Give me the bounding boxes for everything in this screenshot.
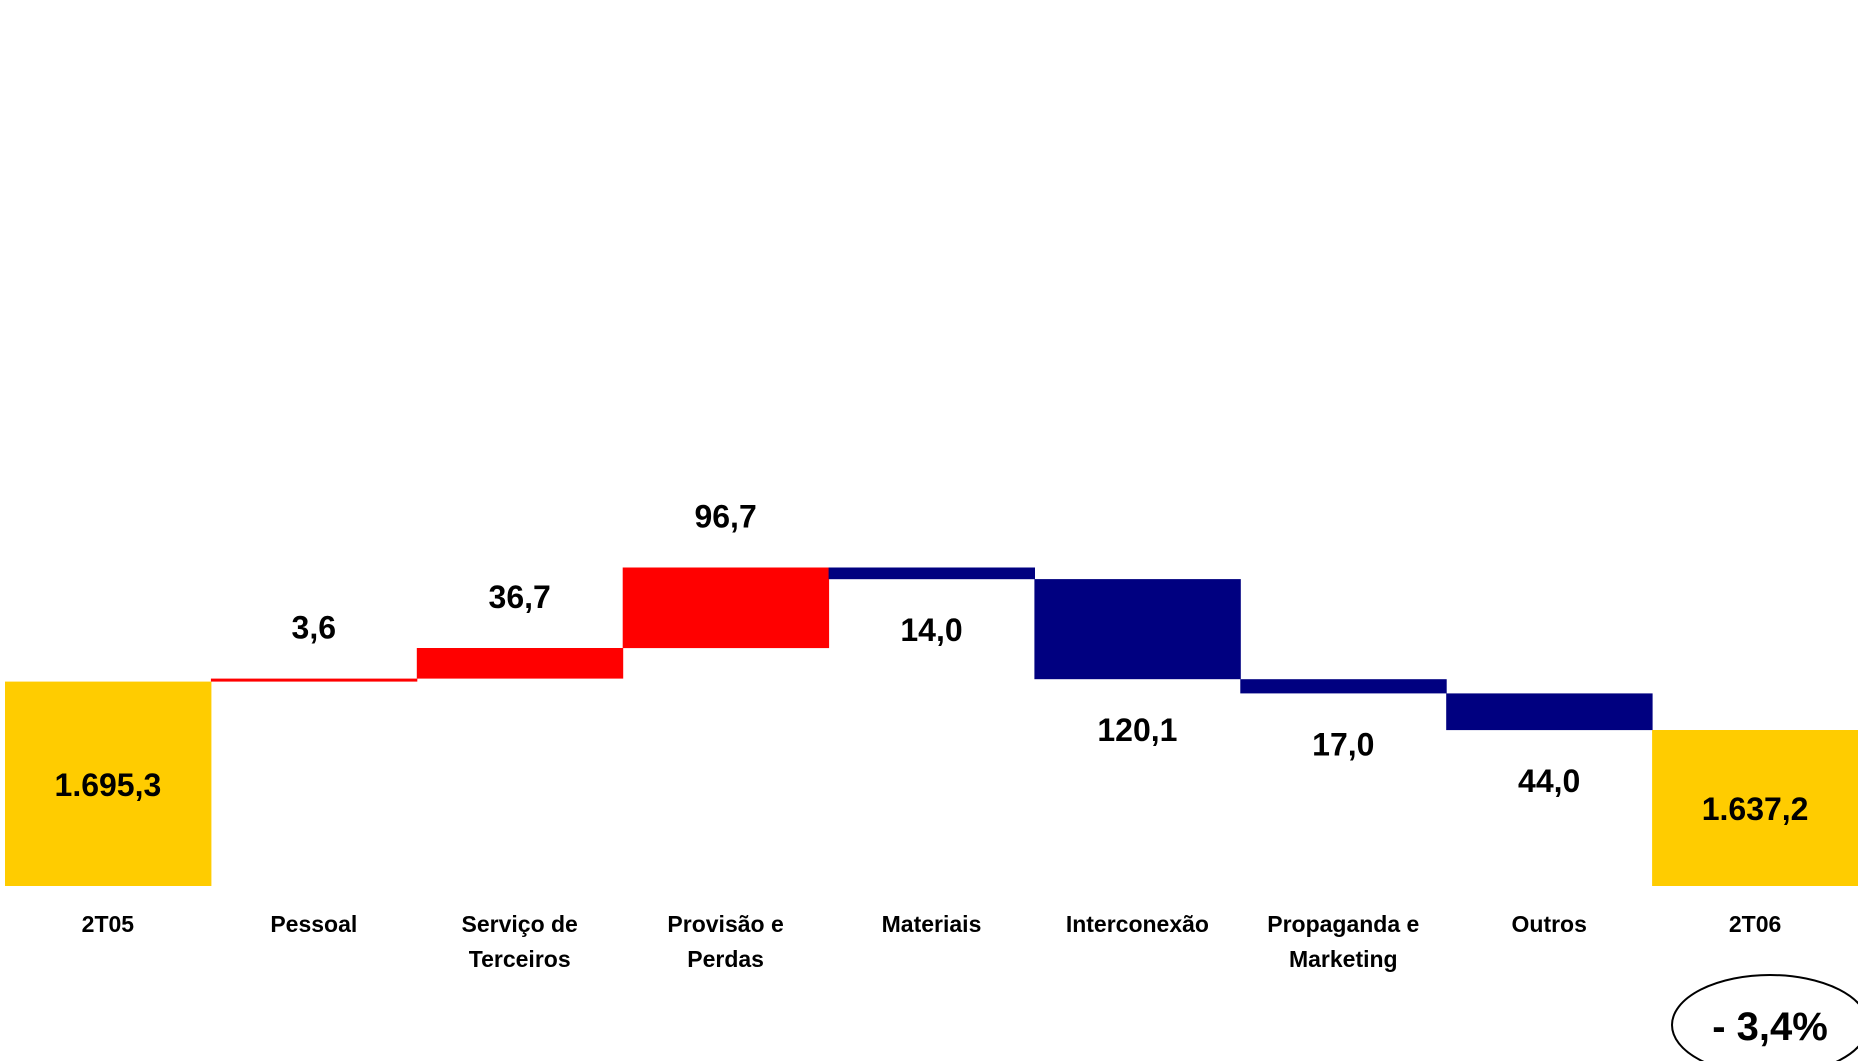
category-label-2: Pessoal [270, 911, 357, 937]
value-labels-group: 1.695,3 3,6 36,7 96,7 14,0 120,1 17,0 44,0 1.637… [55, 499, 1809, 828]
category-label-4-line-2: Perdas [687, 946, 764, 972]
value-label-6: 120,1 [1097, 712, 1177, 748]
annotation-ellipse [1671, 974, 1858, 1061]
bar-8 [1446, 693, 1653, 731]
category-label-9: 2T06 [1729, 911, 1781, 937]
category-label-4-line-1: Provisão e [667, 911, 783, 937]
value-label-7: 17,0 [1312, 726, 1374, 762]
bar-3 [416, 648, 624, 679]
bars-group [5, 567, 1858, 886]
category-label-8: Outros [1512, 911, 1587, 937]
category-label-7-line-2: Marketing [1289, 946, 1398, 972]
bar-1 [5, 681, 212, 886]
category-label-3-line-1: Serviço de [462, 911, 578, 937]
value-label-3: 36,7 [489, 579, 551, 615]
bar-5 [828, 567, 1035, 580]
value-label-9: 1.637,2 [1702, 791, 1809, 827]
value-label-2: 3,6 [292, 610, 336, 646]
category-labels-group: 2T05 Pessoal Serviço de Terceiros Provisão e… [82, 911, 1782, 972]
value-label-1: 1.695,3 [55, 767, 162, 803]
bar-6 [1034, 579, 1241, 680]
value-label-4: 96,7 [694, 499, 756, 535]
percent-change-label: - 3,4% [1712, 1005, 1828, 1049]
category-label-7-line-1: Propaganda e [1267, 911, 1419, 937]
value-label-5: 14,0 [900, 612, 962, 648]
value-label-8: 44,0 [1518, 763, 1580, 799]
bar-2 [210, 678, 418, 682]
category-label-5: Materiais [882, 911, 982, 937]
bar-9 [1652, 730, 1858, 886]
category-label-1: 2T05 [82, 911, 135, 937]
bar-4 [622, 567, 830, 649]
category-label-6: Interconexão [1066, 911, 1209, 937]
category-label-3-line-2: Terceiros [469, 946, 571, 972]
annotation-group: - 3,4% [1671, 974, 1858, 1061]
bar-7 [1240, 679, 1447, 694]
